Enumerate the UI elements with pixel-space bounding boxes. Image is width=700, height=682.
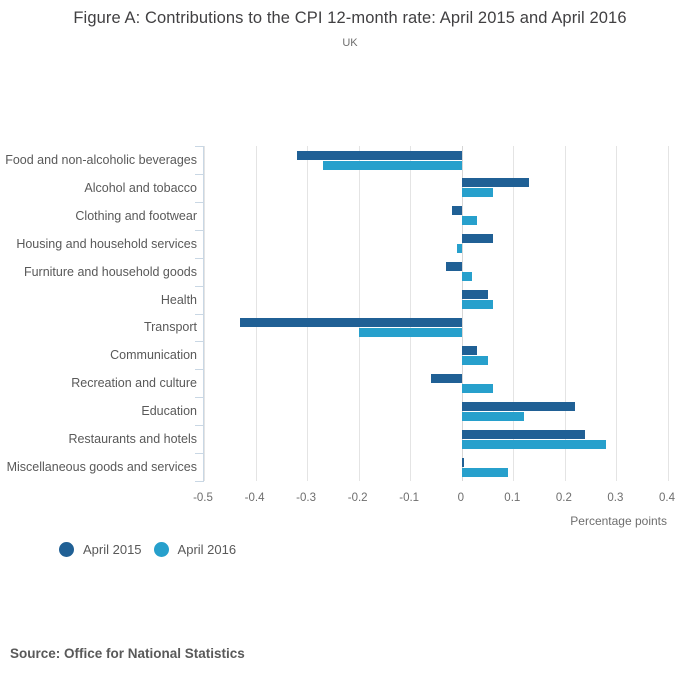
- category-label: Miscellaneous goods and services: [6, 460, 197, 475]
- y-axis-tick: [195, 146, 204, 147]
- gridline: [461, 146, 463, 481]
- bar-april-2015[interactable]: [446, 262, 462, 272]
- y-axis-tick: [195, 174, 204, 175]
- y-axis-tick: [195, 286, 204, 287]
- legend-label: April 2015: [83, 542, 142, 557]
- bar-april-2016[interactable]: [461, 188, 493, 198]
- x-tick-label: 0.3: [607, 492, 624, 504]
- chart-subtitle: UK: [342, 37, 358, 49]
- bar-april-2015[interactable]: [240, 318, 462, 327]
- y-axis-tick: [195, 314, 204, 315]
- y-axis-tick: [195, 481, 204, 482]
- category-label: Restaurants and hotels: [68, 432, 197, 447]
- x-tick-label: 0.1: [504, 492, 521, 504]
- category-label: Recreation and culture: [71, 376, 197, 391]
- bar-april-2015[interactable]: [461, 178, 529, 188]
- category-label: Health: [160, 292, 197, 307]
- bar-april-2016[interactable]: [461, 383, 493, 393]
- gridline: [616, 146, 618, 481]
- bar-april-2016[interactable]: [456, 244, 462, 254]
- category-label: Communication: [110, 348, 197, 363]
- x-tick-label: -0.1: [399, 492, 420, 504]
- legend-swatch-icon: [59, 542, 74, 557]
- bar-april-2015[interactable]: [430, 373, 462, 383]
- bar-april-2015[interactable]: [461, 457, 465, 467]
- y-axis-tick: [195, 425, 204, 426]
- bar-april-2015[interactable]: [461, 234, 493, 244]
- x-tick-label: 0.2: [555, 492, 572, 504]
- x-tick-label: -0.4: [244, 492, 265, 504]
- bar-april-2016[interactable]: [461, 439, 607, 449]
- chart-title: Figure A: Contributions to the CPI 12-mo…: [73, 9, 627, 27]
- bar-april-2016[interactable]: [461, 272, 473, 282]
- bar-april-2015[interactable]: [461, 290, 488, 300]
- category-label: Clothing and footwear: [75, 208, 197, 223]
- category-label: Alcohol and tobacco: [84, 180, 197, 195]
- gridline: [255, 146, 257, 481]
- bar-april-2015[interactable]: [461, 429, 586, 439]
- bar-april-2015[interactable]: [451, 206, 462, 216]
- bar-april-2016[interactable]: [461, 355, 488, 365]
- legend: April 2015 April 2016: [59, 542, 248, 557]
- category-label: Furniture and household goods: [23, 264, 197, 279]
- x-tick-label: -0.3: [296, 492, 316, 504]
- bar-april-2015[interactable]: [461, 401, 576, 411]
- bar-april-2015[interactable]: [296, 150, 462, 160]
- category-label: Transport: [143, 320, 197, 335]
- gridline: [564, 146, 566, 481]
- gridline: [410, 146, 412, 481]
- bar-april-2016[interactable]: [461, 411, 524, 421]
- gridline: [668, 146, 669, 481]
- x-tick-label: -0.5: [193, 492, 213, 504]
- bar-april-2016[interactable]: [322, 160, 462, 170]
- category-label: Housing and household services: [16, 236, 197, 251]
- gridline: [307, 146, 309, 481]
- bar-april-2015[interactable]: [461, 345, 478, 355]
- y-axis-tick: [195, 258, 204, 259]
- y-axis-tick: [195, 341, 204, 342]
- y-axis-tick: [195, 202, 204, 203]
- x-tick-label: 0.4: [659, 492, 675, 504]
- legend-swatch-icon: [153, 542, 169, 557]
- legend-item-april-2016[interactable]: April 2016: [153, 542, 237, 557]
- bar-april-2016[interactable]: [461, 216, 478, 226]
- y-axis-tick: [195, 397, 204, 398]
- gridline: [513, 146, 515, 481]
- x-tick-label: 0: [457, 492, 464, 504]
- x-tick-label: -0.2: [347, 492, 368, 504]
- source-note: Source: Office for National Statistics: [10, 646, 245, 661]
- y-axis-tick: [195, 369, 204, 370]
- legend-label: April 2016: [177, 542, 237, 557]
- bar-april-2016[interactable]: [461, 467, 509, 477]
- legend-item-april-2015[interactable]: April 2015: [59, 542, 142, 557]
- gridline: [204, 146, 205, 481]
- x-axis-title: Percentage points: [570, 514, 667, 528]
- bar-april-2016[interactable]: [461, 300, 493, 310]
- y-axis-tick: [195, 453, 204, 454]
- bar-april-2016[interactable]: [358, 328, 462, 337]
- category-label: Education: [141, 404, 197, 419]
- y-axis-tick: [195, 230, 204, 231]
- plot-area: [195, 146, 669, 482]
- gridline: [358, 146, 360, 481]
- category-label: Food and non-alcoholic beverages: [5, 152, 197, 167]
